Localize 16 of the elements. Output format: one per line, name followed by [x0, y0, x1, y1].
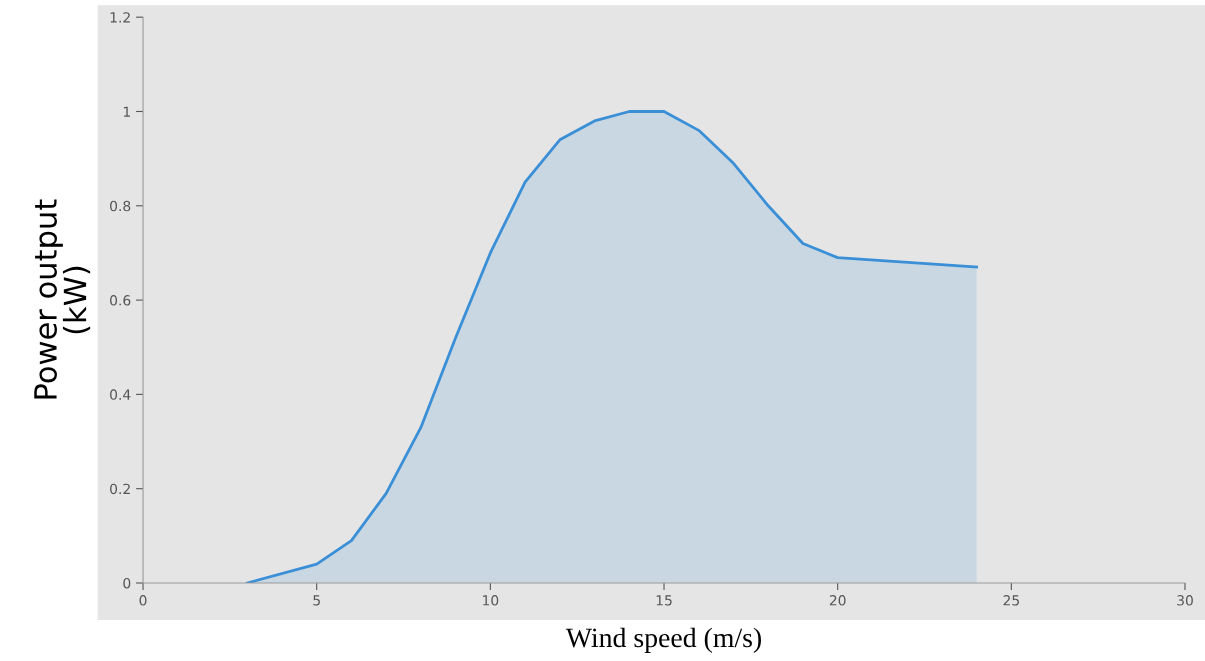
- y-tick-label: 1: [123, 106, 130, 117]
- x-tick-label: 15: [656, 595, 672, 606]
- y-tick-label: 0.8: [110, 200, 131, 212]
- y-tick-label: 0.2: [110, 483, 130, 495]
- x-tick-label: 30: [1177, 595, 1193, 606]
- x-axis-title: Wind speed (m/s): [565, 627, 761, 653]
- y-axis-title: Power output (kW): [34, 199, 91, 399]
- x-tick-label: 20: [829, 595, 846, 606]
- y-tick-label: 0.4: [110, 389, 131, 400]
- x-tick-label: 0: [139, 595, 147, 606]
- y-tick-label: 0.6: [110, 295, 131, 306]
- x-tick-label: 5: [313, 595, 320, 606]
- y-tick-label: 1.2: [110, 12, 130, 23]
- y-tick-label: 0: [123, 577, 131, 589]
- x-tick-label: 25: [1003, 595, 1019, 606]
- x-tick-label: 10: [483, 595, 499, 606]
